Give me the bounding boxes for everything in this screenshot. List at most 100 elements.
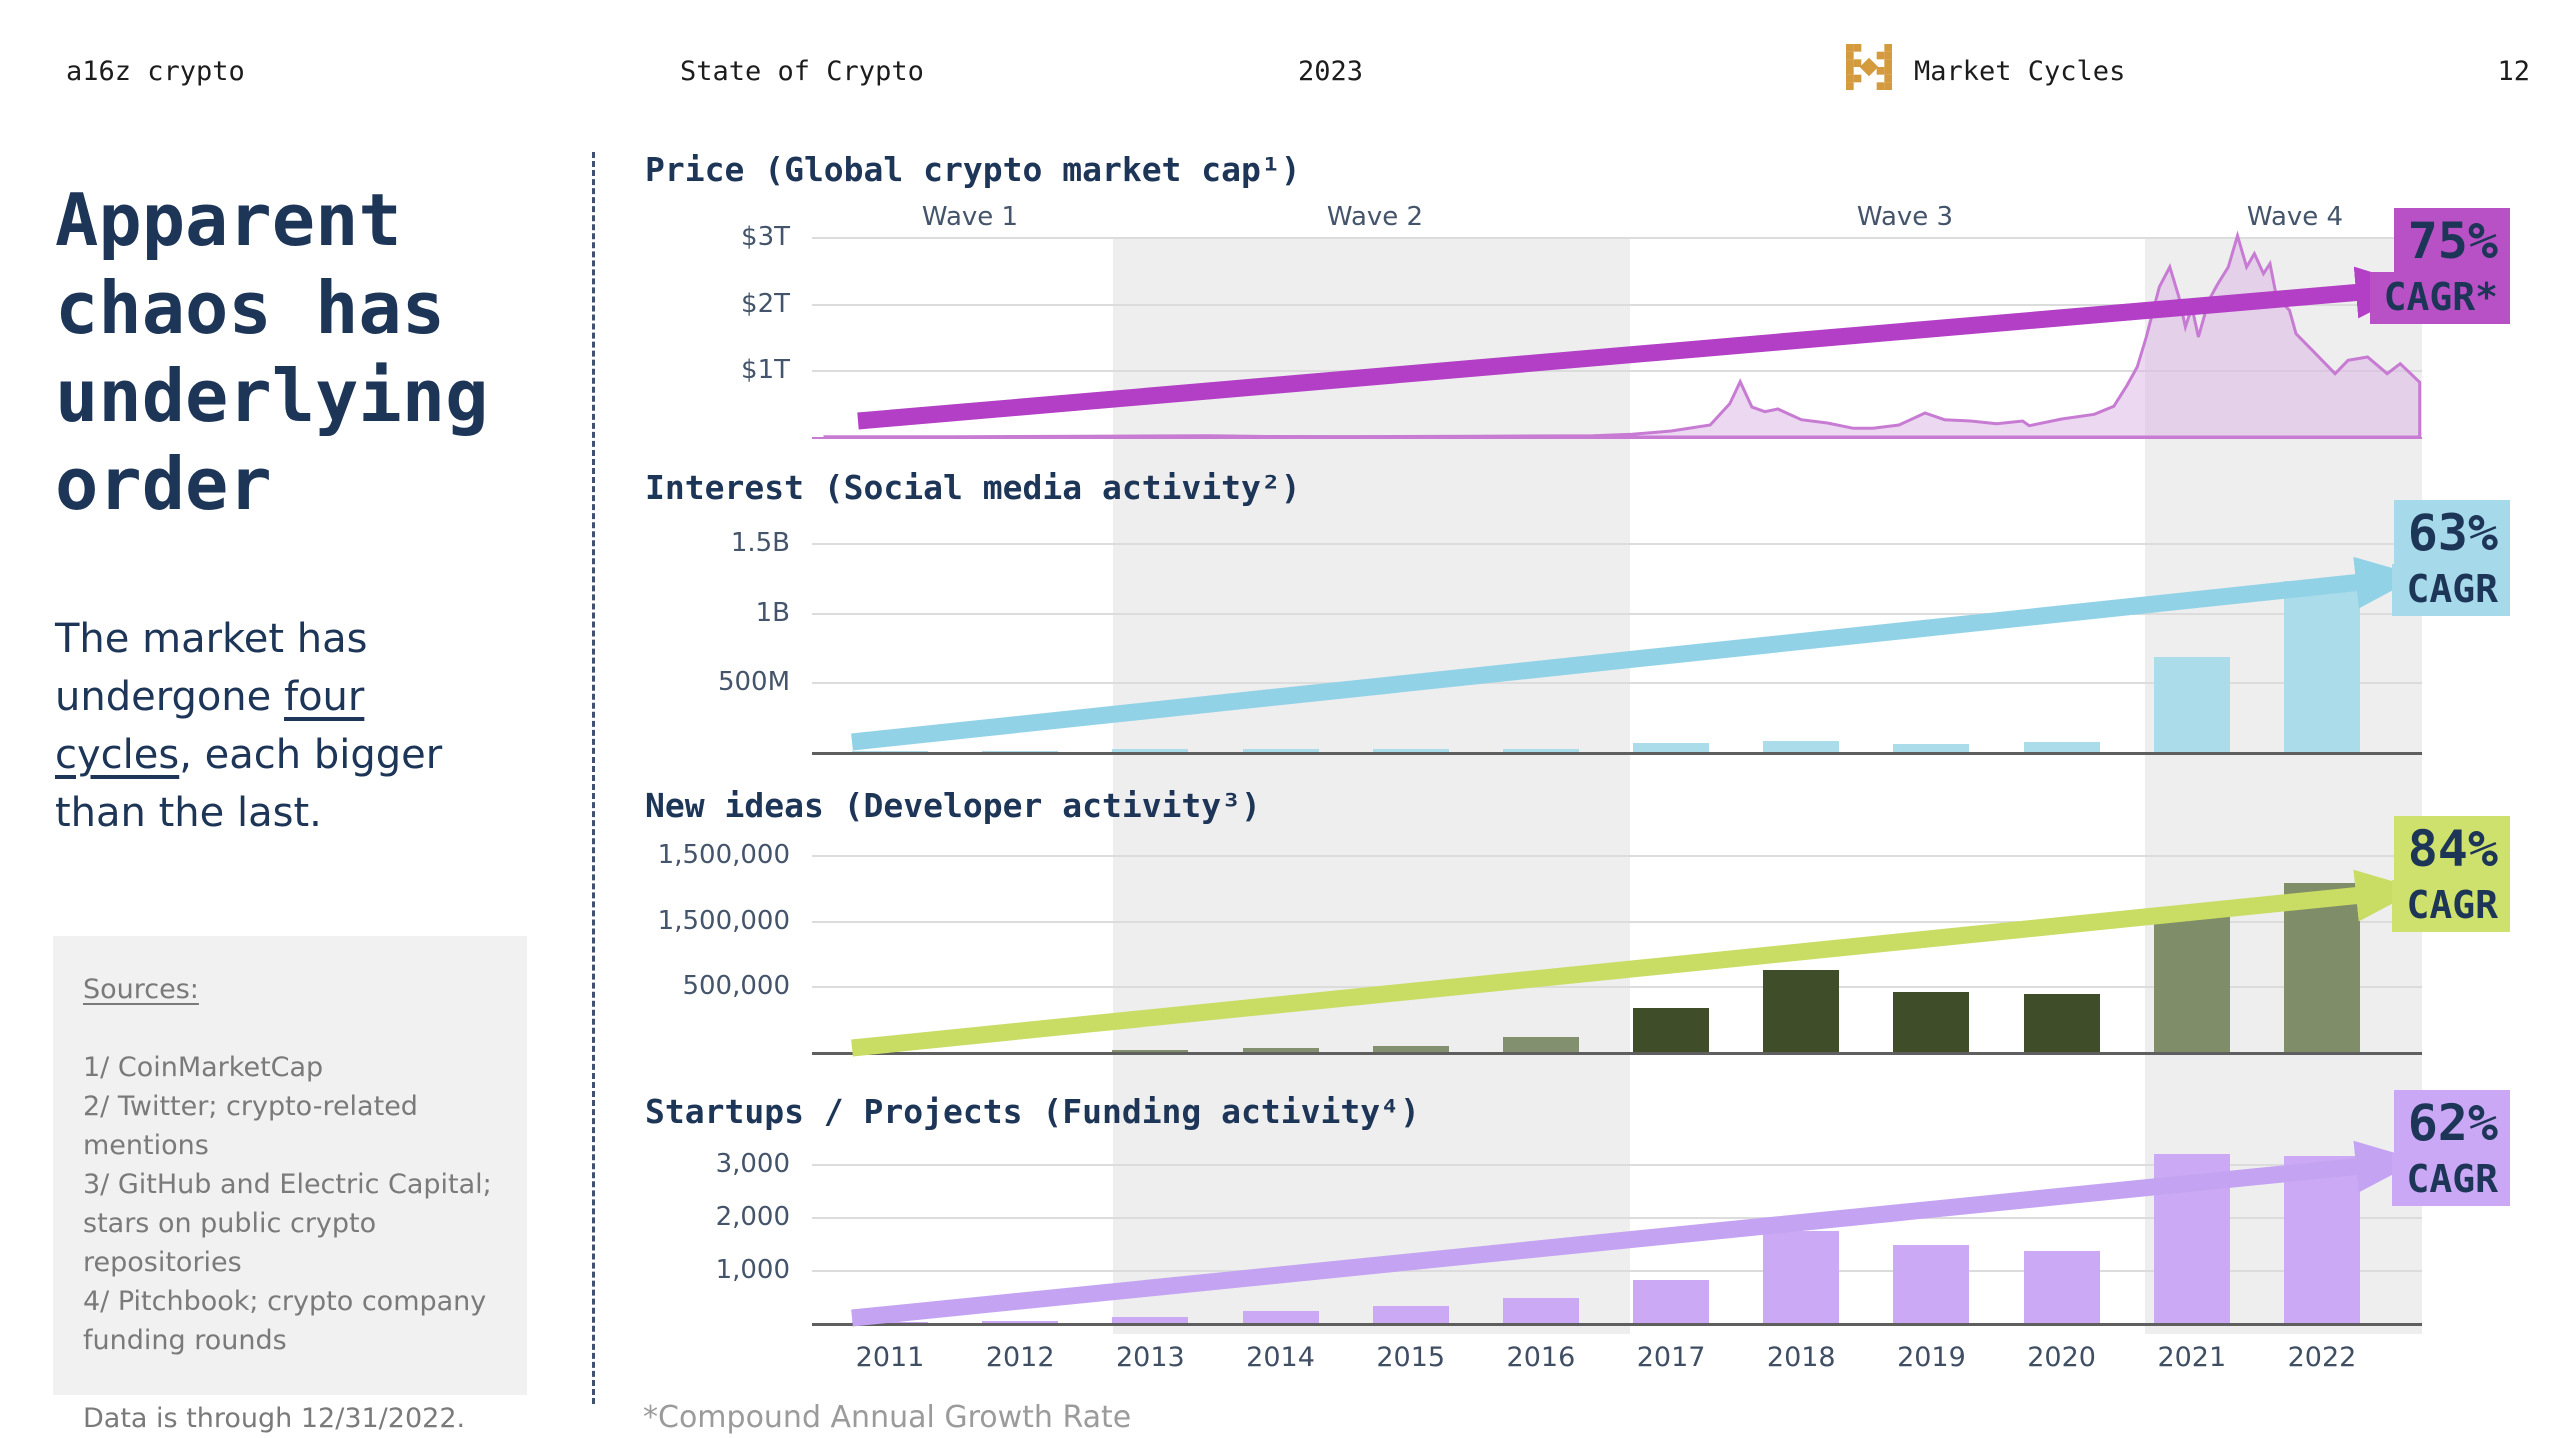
bar-2018 xyxy=(1763,740,1840,752)
wave-label: Wave 1 xyxy=(921,202,1019,232)
bar-2021 xyxy=(2153,1153,2230,1323)
bar-2015 xyxy=(1372,1306,1449,1323)
bar-2019 xyxy=(1893,992,1970,1052)
bar-2021 xyxy=(2153,657,2230,752)
bar-2022 xyxy=(2283,1156,2360,1323)
slide-subtitle: The market has undergone four cycles, ea… xyxy=(55,616,443,836)
bar-2020 xyxy=(2023,993,2100,1052)
bar-2016 xyxy=(1502,1036,1579,1052)
x-axis-year-label: 2015 xyxy=(1376,1342,1446,1373)
a16z-pixel-logo-icon xyxy=(1846,44,1892,90)
axis-baseline xyxy=(812,752,2422,755)
chart-title-new-ideas: New ideas (Developer activity³) xyxy=(645,786,1261,825)
bar-2017 xyxy=(1633,1008,1710,1052)
bar-2016 xyxy=(1502,1297,1579,1323)
gridline xyxy=(812,612,2422,615)
bar-2016 xyxy=(1502,748,1579,752)
bar-2014 xyxy=(1242,1311,1319,1323)
funding-cagr-badge: 62% CAGR xyxy=(2392,1090,2510,1206)
interest-cagr-label: CAGR xyxy=(2392,564,2510,616)
sources-list-item: 4/ Pitchbook; crypto company funding rou… xyxy=(83,1286,487,1356)
devs-cagr-badge: 84% CAGR xyxy=(2392,816,2510,932)
y-axis-tick-label: 500M xyxy=(717,667,790,698)
funding-cagr-label: CAGR xyxy=(2392,1154,2510,1206)
gridline xyxy=(812,370,2422,373)
bar-2018 xyxy=(1763,969,1840,1052)
bar-2015 xyxy=(1372,1046,1449,1052)
chart-title-startups: Startups / Projects (Funding activity⁴) xyxy=(645,1092,1420,1131)
bar-2012 xyxy=(982,750,1059,752)
bar-2019 xyxy=(1893,743,1970,752)
interest-cagr-value: 63% xyxy=(2393,500,2510,564)
bar-2020 xyxy=(2023,1251,2100,1323)
bar-2014 xyxy=(1242,1048,1319,1052)
wave-label: Wave 3 xyxy=(1856,202,1954,232)
sources-list-item: 2/ Twitter; crypto-related mentions xyxy=(83,1091,418,1161)
devs-cagr-value: 84% xyxy=(2393,816,2510,880)
y-axis-tick-label: 2,000 xyxy=(715,1202,790,1232)
bar-2014 xyxy=(1242,748,1319,752)
sources-heading: Sources: xyxy=(83,974,199,1005)
price-cagr-badge: 75% CAGR* xyxy=(2369,208,2510,324)
devs-cagr-label: CAGR xyxy=(2392,880,2510,932)
wave-label: Wave 2 xyxy=(1326,202,1424,232)
y-axis-tick-label: $1T xyxy=(741,355,790,386)
x-axis-year-label: 2017 xyxy=(1636,1342,1706,1373)
x-axis-year-label: 2018 xyxy=(1766,1342,1836,1373)
x-axis-year-label: 2020 xyxy=(2027,1342,2096,1373)
price-cagr-value: 75% xyxy=(2393,208,2510,272)
bar-2013 xyxy=(1112,1316,1189,1323)
gridline xyxy=(812,303,2422,306)
bar-2012 xyxy=(982,1321,1059,1323)
gridline xyxy=(812,543,2422,545)
header-year: 2023 xyxy=(1298,56,1364,87)
sources-list-item: 1/ CoinMarketCap xyxy=(83,1052,324,1083)
x-axis-year-label: 2016 xyxy=(1506,1342,1576,1373)
bar-2013 xyxy=(1112,749,1189,752)
y-axis-tick-label: 500,000 xyxy=(682,971,790,1002)
gridline xyxy=(812,237,2422,239)
interest-cagr-badge: 63% CAGR xyxy=(2392,500,2510,616)
vertical-dashed-divider xyxy=(592,152,595,1404)
x-axis-year-label: 2011 xyxy=(855,1342,925,1373)
y-axis-tick-label: 1,500,000 xyxy=(657,840,790,870)
bar-2017 xyxy=(1633,742,1710,752)
x-axis-year-label: 2012 xyxy=(985,1342,1055,1373)
sources-box: Sources: 1/ CoinMarketCap 2/ Twitter; cry… xyxy=(53,936,527,1434)
cagr-footnote: *Compound Annual Growth Rate xyxy=(643,1400,1132,1435)
bar-2018 xyxy=(1763,1230,1840,1323)
axis-baseline xyxy=(812,1323,2422,1326)
sources-list-item: 3/ GitHub and Electric Capital; stars on… xyxy=(83,1169,492,1278)
header-report-title: State of Crypto xyxy=(680,56,924,87)
bar-2022 xyxy=(2283,580,2360,752)
x-axis-year-label: 2014 xyxy=(1246,1342,1315,1373)
header-section-title: Market Cycles xyxy=(1914,56,2126,87)
bar-2013 xyxy=(1112,1049,1189,1052)
bar-2021 xyxy=(2153,910,2230,1052)
chart-title-interest: Interest (Social media activity²) xyxy=(645,468,1301,507)
y-axis-tick-label: 1.5B xyxy=(730,528,790,558)
axis-baseline xyxy=(812,437,2422,439)
bar-2015 xyxy=(1372,749,1449,752)
bar-2019 xyxy=(1893,1244,1970,1323)
header-brand: a16z crypto xyxy=(66,56,245,87)
axis-baseline xyxy=(812,1052,2422,1055)
header-page-number: 12 xyxy=(2497,56,2530,87)
bar-2011 xyxy=(852,1321,928,1323)
y-axis-tick-label: 3,000 xyxy=(715,1149,790,1179)
x-axis-year-label: 2022 xyxy=(2287,1342,2357,1373)
wave-label: Wave 4 xyxy=(2246,202,2344,232)
chart-title-price: Price (Global crypto market cap¹) xyxy=(645,150,1301,189)
y-axis-tick-label: 1,000 xyxy=(715,1255,790,1285)
x-axis-year-label: 2021 xyxy=(2157,1342,2227,1373)
funding-cagr-value: 62% xyxy=(2393,1090,2510,1154)
gridline xyxy=(812,855,2422,857)
bar-2020 xyxy=(2023,741,2100,752)
bar-2011 xyxy=(852,750,928,752)
x-axis-year-label: 2013 xyxy=(1116,1342,1185,1373)
sources-list: 1/ CoinMarketCap 2/ Twitter; crypto-relat… xyxy=(83,1048,497,1360)
sources-note: Data is through 12/31/2022. xyxy=(83,1403,466,1434)
y-axis-tick-label: $2T xyxy=(741,288,790,319)
y-axis-tick-label: 1,500,000 xyxy=(657,905,790,936)
